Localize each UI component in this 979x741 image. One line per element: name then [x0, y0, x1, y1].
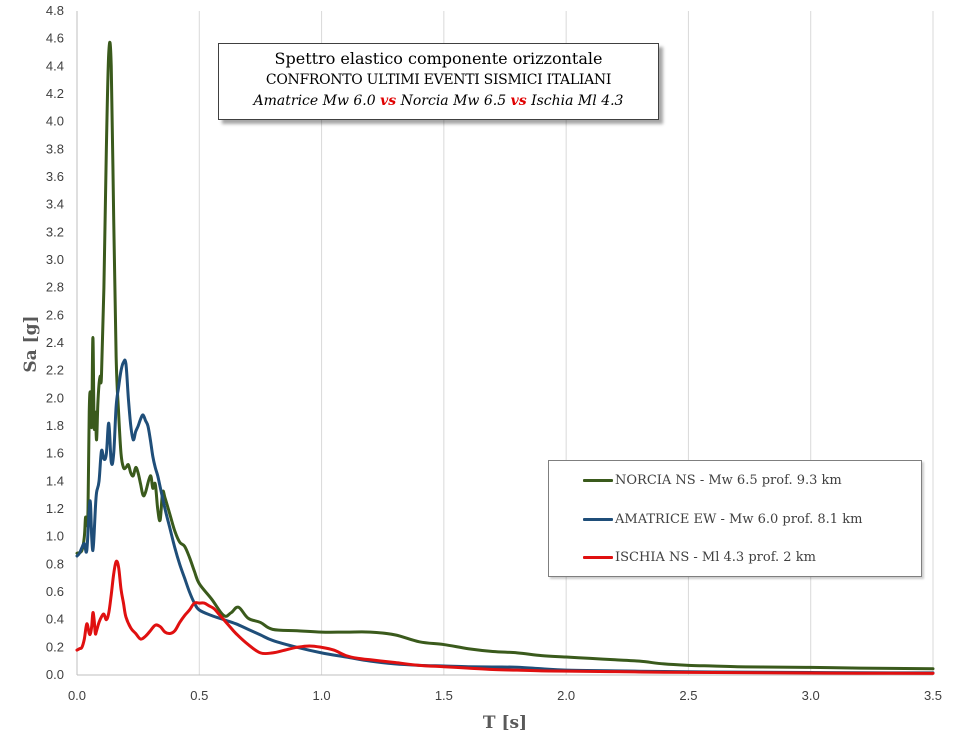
legend-swatch-amatrice: [583, 517, 613, 521]
title-vs-1: vs: [380, 93, 397, 109]
y-tick-label: 1.0: [46, 529, 64, 544]
y-tick-label: 4.8: [46, 3, 64, 18]
y-tick-label: 1.2: [46, 501, 64, 516]
legend-label-amatrice: AMATRICE EW - Mw 6.0 prof. 8.1 km: [615, 511, 863, 527]
y-tick-label: 0.4: [46, 612, 64, 627]
y-tick-label: 2.2: [46, 363, 64, 378]
y-tick-labels: 0.0 0.2 0.4 0.6 0.8 1.0 1.2 1.4 1.6 1.8 2.0 2.2 2.4 2…: [46, 3, 64, 682]
y-tick-label: 1.8: [46, 418, 64, 433]
y-tick-label: 4.6: [46, 31, 64, 46]
y-tick-label: 2.4: [46, 335, 64, 350]
legend-swatch-norcia: [583, 478, 613, 482]
series-line-norcia: [75, 40, 935, 671]
title-event-norcia: Norcia Mw 6.5: [400, 93, 507, 109]
chart-title: Spettro elastico componente orizzontale: [274, 49, 603, 68]
y-axis-title: Sa [g]: [21, 315, 41, 372]
x-tick-label: 1.0: [313, 688, 331, 703]
y-tick-label: 2.6: [46, 307, 64, 322]
y-tick-label: 1.6: [46, 446, 64, 461]
legend-label-norcia: NORCIA NS - Mw 6.5 prof. 9.3 km: [615, 472, 842, 488]
x-tick-label: 1.5: [435, 688, 453, 703]
y-tick-label: 0.6: [46, 584, 64, 599]
y-tick-label: 0.8: [46, 556, 64, 571]
y-tick-label: 2.0: [46, 390, 64, 405]
chart-subtitle: CONFRONTO ULTIMI EVENTI SISMICI ITALIANI: [265, 72, 612, 88]
y-tick-label: 0.2: [46, 639, 64, 654]
title-event-ischia: Ischia Ml 4.3: [531, 93, 624, 109]
y-tick-label: 4.4: [46, 58, 64, 73]
x-tick-label: 2.0: [557, 688, 575, 703]
y-tick-label: 3.6: [46, 169, 64, 184]
y-tick-label: 4.0: [46, 114, 64, 129]
series-line-ischia: [75, 559, 935, 675]
x-tick-label: 3.0: [802, 688, 820, 703]
legend: NORCIA NS - Mw 6.5 prof. 9.3 km AMATRICE…: [548, 460, 922, 577]
y-tick-label: 0.0: [46, 667, 64, 682]
x-tick-label: 0.5: [190, 688, 208, 703]
data-series: [75, 40, 935, 675]
legend-label-ischia: ISCHIA NS - Ml 4.3 prof. 2 km: [615, 549, 816, 565]
x-tick-label: 3.5: [924, 688, 942, 703]
y-tick-label: 2.8: [46, 280, 64, 295]
axes: [76, 11, 933, 676]
title-vs-2: vs: [510, 93, 527, 109]
y-tick-label: 1.4: [46, 473, 64, 488]
chart-comparison-line: Amatrice Mw 6.0 vs Norcia Mw 6.5 vs Isch…: [219, 90, 658, 112]
y-tick-label: 3.4: [46, 197, 64, 212]
legend-item-norcia: NORCIA NS - Mw 6.5 prof. 9.3 km: [583, 470, 842, 490]
y-tick-label: 3.8: [46, 141, 64, 156]
legend-swatch-ischia: [583, 555, 613, 559]
legend-item-ischia: ISCHIA NS - Ml 4.3 prof. 2 km: [583, 547, 816, 567]
y-tick-label: 3.0: [46, 252, 64, 267]
x-tick-label: 0.0: [68, 688, 86, 703]
x-tick-label: 2.5: [679, 688, 697, 703]
legend-item-amatrice: AMATRICE EW - Mw 6.0 prof. 8.1 km: [583, 509, 862, 529]
chart-title-box: Spettro elastico componente orizzontale …: [218, 43, 659, 120]
title-event-amatrice: Amatrice Mw 6.0: [253, 93, 376, 109]
y-tick-label: 4.2: [46, 86, 64, 101]
x-tick-labels: 0.0 0.5 1.0 1.5 2.0 2.5 3.0 3.5: [68, 688, 942, 703]
y-tick-label: 3.2: [46, 224, 64, 239]
grid-lines: [198, 11, 934, 675]
x-axis-title: T [s]: [483, 713, 527, 733]
